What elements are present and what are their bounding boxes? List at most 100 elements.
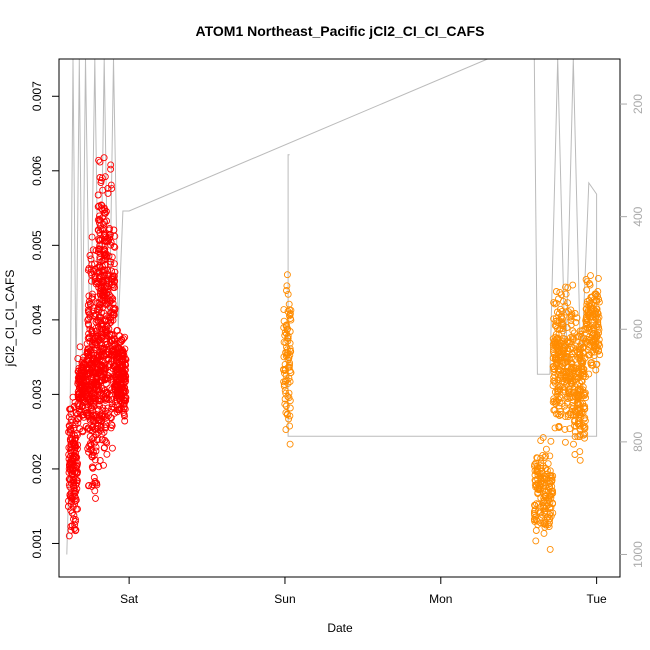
data-point [114,326,121,334]
data-point [581,390,589,398]
data-point [541,454,549,462]
data-point [93,481,101,489]
data-point [104,412,112,420]
data-point [569,336,577,344]
data-point [281,400,289,408]
data-point [96,402,104,410]
data-point [95,156,103,164]
data-point [88,295,96,303]
data-point [85,330,93,338]
data-point [578,377,585,385]
data-point [104,285,112,293]
data-point [577,413,585,421]
data-point [86,252,94,259]
data-point [66,435,74,443]
data-point [95,212,103,220]
data-point [92,494,99,502]
data-point [86,439,94,447]
data-point [286,339,294,347]
y-tick-label: 0.004 [30,305,44,335]
data-point [538,467,546,475]
data-point [121,397,129,405]
data-point [576,343,584,350]
data-point [558,318,566,326]
data-point [280,365,287,373]
y-axis-right: 200 400 600 800 1000 [620,94,645,568]
data-point [74,419,82,427]
data-point [595,298,603,306]
data-point [83,340,91,348]
data-point [564,395,572,402]
data-point [575,332,583,340]
data-point [88,277,95,285]
data-point [570,329,578,337]
data-point [571,373,579,380]
data-point [95,299,103,307]
plot-area [64,59,604,555]
data-point [552,343,560,351]
data-point [553,391,561,399]
data-point [94,395,102,403]
data-point [286,440,294,448]
data-point [532,527,540,534]
data-point [102,238,110,246]
data-point [102,208,110,215]
data-point [554,334,562,342]
data-point [533,454,541,462]
data-point [589,361,597,369]
data-point [552,362,560,370]
data-point [74,441,82,449]
data-point [75,364,83,372]
data-point [554,376,562,384]
data-point [549,398,557,406]
data-point [286,328,294,335]
data-point [559,362,567,370]
data-point [586,351,594,359]
data-point [108,421,115,429]
data-point [285,354,293,362]
data-point [572,364,580,372]
data-point [534,468,542,476]
data-point [72,517,79,525]
data-point [97,351,105,359]
data-point [103,450,111,458]
data-point [96,249,104,257]
data-point [93,436,101,444]
data-point [561,343,569,351]
data-point [106,309,114,317]
data-point [280,324,288,332]
data-point [114,384,122,392]
data-point [588,329,596,337]
data-point [563,324,571,331]
data-point [594,274,602,282]
data-point [95,313,103,321]
data-point [548,474,556,482]
data-point [76,343,84,351]
data-point [113,408,121,416]
data-point [534,471,542,479]
data-point [547,504,555,512]
data-point [572,318,580,326]
data-point [85,334,93,342]
data-point [95,215,103,223]
data-point [67,410,75,418]
data-point [280,378,288,386]
data-point [105,271,113,279]
data-point [88,233,96,241]
plot-frame [58,58,621,578]
data-point [75,390,83,398]
data-point [106,414,114,422]
data-point [120,400,128,407]
data-point [550,339,558,347]
data-point [565,411,572,419]
data-point [551,322,559,329]
data-point [534,490,542,497]
data-point [103,371,111,379]
data-point [583,278,591,286]
x-tick-label: Sun [274,592,295,606]
data-point [84,445,92,453]
data-point [96,355,104,363]
data-point [571,451,579,458]
altitude-line [66,59,598,555]
data-point [71,441,79,448]
